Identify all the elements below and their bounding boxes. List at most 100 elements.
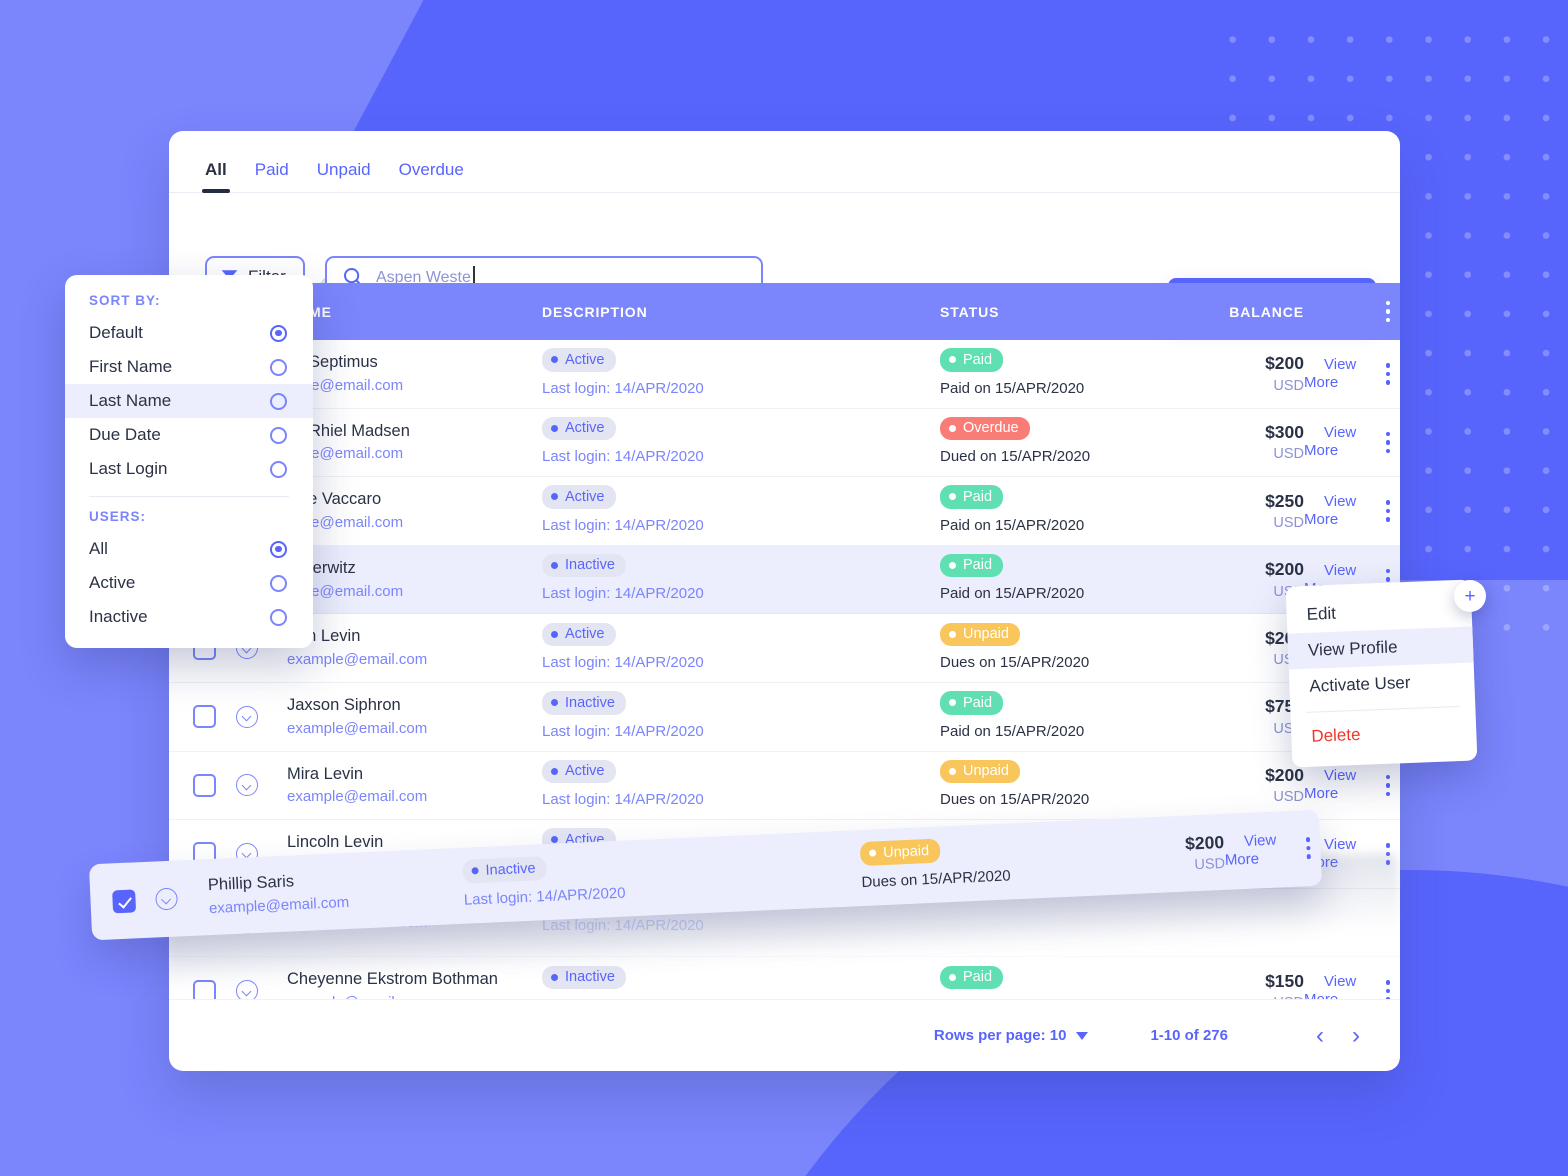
table-row[interactable]: Jaxson Siphron example@email.com Inactive L… — [169, 683, 1400, 752]
row-expand-chevron-icon[interactable] — [155, 887, 179, 911]
table-row[interactable]: acle Vaccaro mple@email.com Active Last log… — [169, 477, 1400, 546]
table-row[interactable]: ka Rhiel Madsen mple@email.com Active Last … — [169, 409, 1400, 478]
row-expand-chevron-icon[interactable] — [236, 705, 258, 728]
customer-email[interactable]: example@email.com — [287, 719, 428, 737]
payment-status-badge: Unpaid — [859, 838, 941, 866]
row-expand-chevron-icon[interactable] — [236, 774, 258, 797]
state-badge: Active — [542, 485, 616, 509]
radio-button-icon[interactable] — [270, 574, 287, 592]
drag-row-balance-cell: $200 USD — [1106, 830, 1226, 880]
radio-button-icon[interactable] — [270, 426, 287, 444]
customer-email[interactable]: example@email.com — [287, 651, 428, 669]
row-kebab-cell — [1376, 843, 1400, 865]
view-more-link[interactable]: View More — [1304, 355, 1357, 391]
radio-button-icon[interactable] — [270, 540, 287, 558]
users-option-active[interactable]: Active — [65, 566, 313, 600]
row-checkbox[interactable] — [193, 773, 216, 797]
radio-button-icon[interactable] — [270, 358, 287, 376]
row-balance-cell: $200 USD — [1186, 763, 1304, 808]
sort-option-due-date[interactable]: Due Date — [65, 418, 313, 452]
view-more-link[interactable]: View More — [1304, 492, 1357, 528]
view-more-link[interactable]: View More — [1304, 973, 1357, 999]
row-name-cell: ka Rhiel Madsen mple@email.com — [287, 420, 542, 466]
sort-option-last-name[interactable]: Last Name — [65, 384, 313, 418]
payment-status-badge: Unpaid — [940, 622, 1020, 647]
radio-button-icon[interactable] — [270, 324, 287, 342]
payment-note: Dued on 15/APR/2020 — [940, 448, 1091, 466]
row-options-kebab-icon[interactable] — [1376, 774, 1400, 797]
drag-row-view-more-cell: View More — [1224, 831, 1298, 870]
balance-amount: $200 — [1265, 559, 1304, 580]
row-checkbox[interactable] — [193, 979, 216, 999]
add-floating-button[interactable]: + — [1454, 580, 1486, 612]
radio-button-icon[interactable] — [270, 608, 287, 626]
previous-page-button[interactable]: ‹ — [1316, 1021, 1324, 1049]
payment-status-badge: Paid — [940, 553, 1004, 578]
row-view-more-cell: View More — [1304, 356, 1376, 392]
row-name-cell: Jaxson Siphron example@email.com — [287, 694, 542, 740]
context-menu-item-delete[interactable]: Delete — [1310, 724, 1361, 746]
table-row[interactable]: Mira Levin example@email.com Active Last lo… — [169, 752, 1400, 821]
row-options-kebab-icon[interactable] — [1376, 431, 1400, 454]
last-login: Last login: 14/APR/2020 — [542, 585, 704, 603]
rows-per-page-selector[interactable]: Rows per page: 10 — [934, 1027, 1089, 1044]
view-more-link[interactable]: View More — [1224, 831, 1277, 869]
row-options-kebab-icon[interactable] — [1376, 843, 1400, 865]
view-more-link[interactable]: View More — [1304, 424, 1357, 460]
drag-row-description-cell: Inactive Last login: 14/APR/2020 — [462, 842, 862, 911]
balance-currency: USD — [1273, 720, 1304, 737]
users-option-inactive[interactable]: Inactive — [65, 600, 313, 634]
customer-name: a Herwitz — [287, 558, 356, 577]
tab-overdue[interactable]: Overdue — [398, 160, 464, 179]
customer-email[interactable]: example@email.com — [287, 992, 542, 999]
tab-bar: All Paid Unpaid Overdue — [169, 131, 1400, 193]
customer-email[interactable]: example@email.com — [287, 788, 428, 806]
balance-amount: $150 — [1265, 970, 1304, 991]
last-login: Last login: 14/APR/2020 — [542, 722, 704, 740]
table-row[interactable]: Erin Levin example@email.com Active Last lo… — [169, 614, 1400, 683]
tab-paid[interactable]: Paid — [254, 160, 289, 179]
context-menu-item-activate-user[interactable]: Activate User — [1309, 672, 1411, 696]
customer-email[interactable]: mple@email.com — [287, 582, 404, 600]
row-checkbox[interactable] — [112, 888, 137, 913]
drag-row-kebab-cell — [1296, 837, 1321, 860]
customer-name: ka Rhiel Madsen — [287, 421, 410, 440]
row-expand-chevron-icon[interactable] — [236, 980, 258, 999]
row-name-cell: Cheyenne Ekstrom Bothman example@email.co… — [287, 968, 542, 999]
balance-amount: $300 — [1265, 421, 1304, 442]
customer-email[interactable]: mple@email.com — [287, 514, 404, 532]
view-more-link[interactable]: View More — [1304, 767, 1357, 803]
state-badge: Active — [542, 622, 616, 647]
pagination-range: 1-10 of 276 — [1150, 1027, 1228, 1044]
sort-option-last-login[interactable]: Last Login — [65, 452, 313, 486]
table-row[interactable]: tin Septimus mple@email.com Active Last log… — [169, 340, 1400, 409]
last-login: Last login: 14/APR/2020 — [542, 915, 940, 937]
row-context-menu: Edit View Profile Activate User Delete — [1285, 579, 1478, 768]
customer-name: acle Vaccaro — [287, 490, 382, 509]
table-row[interactable]: a Herwitz mple@email.com Inactive Last logi… — [169, 545, 1400, 615]
tab-all[interactable]: All — [191, 160, 241, 193]
sort-option-first-name[interactable]: First Name — [65, 350, 313, 384]
radio-button-icon[interactable] — [270, 392, 287, 410]
row-options-kebab-icon[interactable] — [1376, 363, 1400, 385]
table-row[interactable]: Cheyenne Ekstrom Bothman example@email.co… — [169, 957, 1400, 999]
plus-icon: + — [1464, 585, 1476, 607]
sort-option-default[interactable]: Default — [65, 316, 313, 350]
table-options-kebab-icon[interactable] — [1376, 300, 1400, 323]
last-login: Last login: 14/APR/2020 — [542, 995, 940, 999]
row-options-kebab-icon[interactable] — [1296, 837, 1321, 860]
toolbar: Filter Aspen Weste + ADD CUSTOMER — [169, 193, 1400, 323]
tab-unpaid[interactable]: Unpaid — [316, 160, 371, 179]
user-options-group: All Active Inactive — [65, 532, 313, 634]
header-balance: BALANCE — [1229, 303, 1304, 320]
customer-email[interactable]: mple@email.com — [287, 376, 404, 394]
row-view-more-cell: View More — [1304, 493, 1376, 529]
users-option-all[interactable]: All — [65, 532, 313, 566]
row-options-kebab-icon[interactable] — [1376, 500, 1400, 522]
row-options-kebab-icon[interactable] — [1376, 980, 1400, 999]
row-checkbox[interactable] — [193, 705, 216, 729]
radio-button-icon[interactable] — [270, 460, 287, 478]
row-balance-cell: $250 USD — [1186, 489, 1304, 534]
next-page-button[interactable]: › — [1352, 1021, 1360, 1049]
customer-email[interactable]: mple@email.com — [287, 445, 404, 463]
